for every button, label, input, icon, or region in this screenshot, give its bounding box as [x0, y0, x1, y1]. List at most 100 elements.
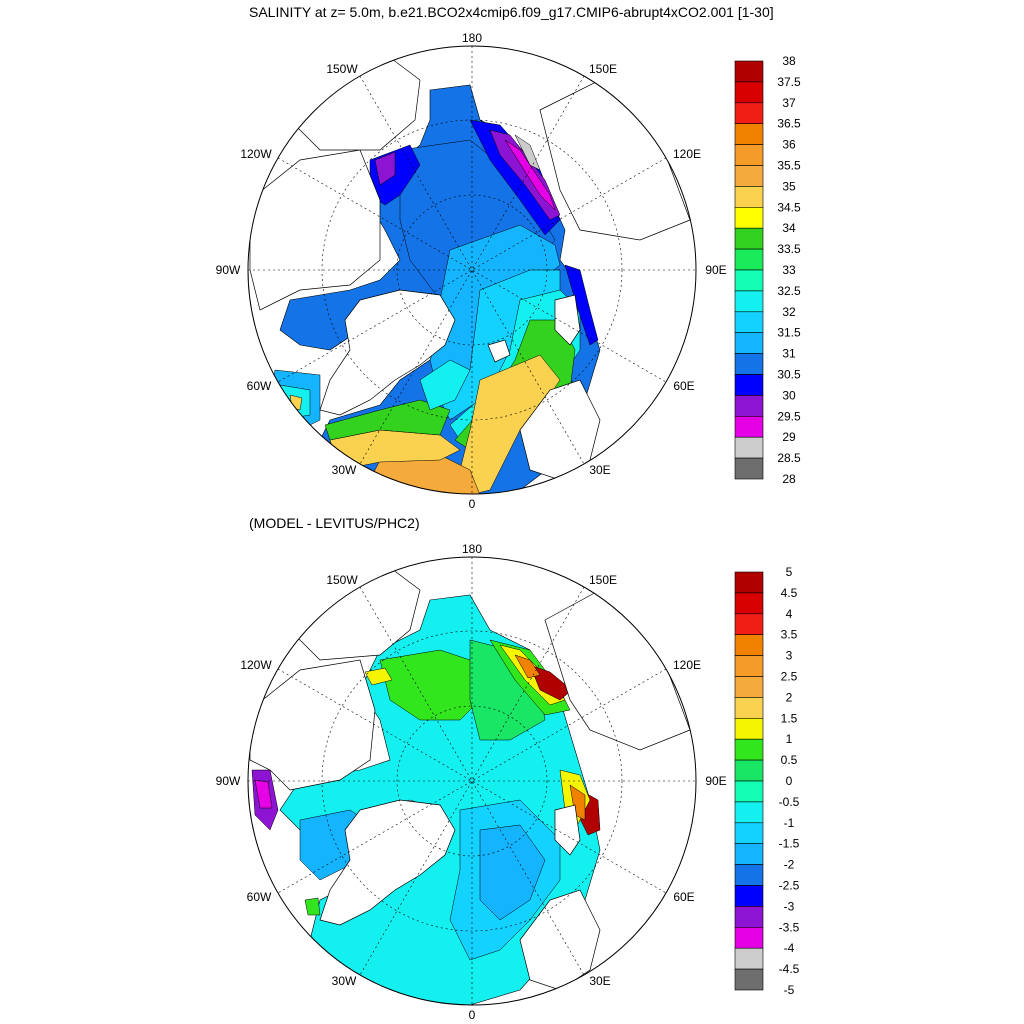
lon-label-60w-b: 60W	[247, 890, 272, 904]
colorbar-tick-label: 5	[786, 565, 793, 579]
colorbar-tick-label: -5	[784, 983, 795, 997]
lon-label-150e-b: 150E	[589, 573, 617, 587]
colorbar-tick-label: 38	[782, 54, 796, 68]
colorbar-tick-label: 36	[782, 138, 796, 152]
colorbar-tick-label: 35	[782, 179, 796, 193]
lon-label-0-b: 0	[469, 1008, 476, 1022]
colorbar-swatch	[734, 759, 764, 782]
lon-label-120w: 120W	[240, 147, 272, 161]
lon-label-30w-b: 30W	[332, 974, 357, 988]
canada-land-bottom	[249, 659, 376, 791]
laptev-28-5	[514, 134, 541, 171]
colorbar-tick-label: 29.5	[777, 409, 801, 423]
colorbar-tick-label: -4.5	[779, 962, 800, 976]
colorbar-tick-label: 28.5	[777, 451, 801, 465]
beaufort-29-5	[374, 151, 396, 186]
diff-orange-kara	[569, 784, 586, 821]
colorbar-tick-label: 31.5	[777, 326, 801, 340]
colorbar-tick-label: 0.5	[781, 753, 798, 767]
colorbar-tick-label: 34	[782, 221, 796, 235]
colorbar-tick-label: 3	[786, 649, 793, 663]
colorbar-swatch	[734, 395, 764, 417]
colorbar-swatch	[734, 697, 764, 719]
colorbar-swatch	[734, 655, 764, 677]
colorbar-tick-label: 0	[786, 774, 793, 788]
colorbar-tick-label: 3.5	[781, 628, 798, 642]
colorbar-swatch	[734, 290, 764, 313]
diff-positive-central	[379, 649, 481, 721]
colorbar-tick-label: 28	[782, 472, 796, 486]
colorbar-tick-label: 4	[786, 607, 793, 621]
colorbar-swatch	[734, 947, 764, 970]
colorbar-swatch	[734, 926, 764, 949]
colorbar-tick-label: 32.5	[777, 284, 801, 298]
map-boundary-bottom	[247, 556, 697, 1006]
colorbar-swatch	[734, 592, 764, 615]
colorbar-tick-label: 1	[786, 732, 793, 746]
colorbar-swatch	[734, 843, 764, 865]
colorbar-tick-label: -1	[784, 816, 795, 830]
colorbar-tick-label: 2	[786, 690, 793, 704]
colorbar-swatch	[734, 311, 764, 333]
diff-orange-laptev	[514, 654, 541, 679]
colorbar-tick-label: -3	[784, 899, 795, 913]
lon-label-90w: 90W	[216, 263, 241, 277]
colorbar-swatch	[734, 676, 764, 698]
colorbar-swatch	[734, 415, 764, 438]
colorbar-swatch	[734, 374, 764, 396]
lon-label-120w-b: 120W	[240, 658, 272, 672]
lon-label-90e-b: 90E	[705, 774, 726, 788]
colorbar-tick-label: 35.5	[777, 159, 801, 173]
diff-positive-green-sw	[304, 897, 321, 916]
colorbar-swatch	[734, 165, 764, 187]
colorbar-tick-label: 33.5	[777, 242, 801, 256]
colorbar-tick-label: -1.5	[779, 837, 800, 851]
colorbar-tick-label: 34.5	[777, 200, 801, 214]
colorbar-swatch	[734, 123, 764, 145]
laptev-29	[504, 139, 556, 211]
canada-land	[249, 149, 381, 311]
lon-label-90w-b: 90W	[216, 774, 241, 788]
diff-negative-deep	[479, 824, 546, 921]
colorbar-swatch	[734, 634, 764, 656]
colorbar-swatch	[734, 885, 764, 907]
salinity-map: 180 150W 150E 120W 120E 90W 90E 60W 60E …	[216, 31, 727, 511]
colorbar-swatch	[734, 186, 764, 208]
lon-label-120e-b: 120E	[673, 658, 701, 672]
difference-title: (MODEL - LEVITUS/PHC2)	[249, 515, 420, 531]
colorbar-tick-label: 29	[782, 430, 796, 444]
contour-32-5-sw	[419, 359, 471, 411]
colorbar-tick-label: 36.5	[777, 117, 801, 131]
lon-label-150e: 150E	[589, 62, 617, 76]
lon-label-120e: 120E	[673, 147, 701, 161]
diff-negative-magenta	[254, 779, 273, 809]
colorbar-tick-label: -4	[784, 941, 795, 955]
scandinavia-land	[519, 379, 601, 481]
main-title: SALINITY at z= 5.0m, b.e21.BCO2x4cmip6.f…	[249, 4, 774, 20]
lon-label-150w: 150W	[326, 62, 358, 76]
colorbar-swatch	[734, 613, 764, 635]
novaya-zemlya-land-bottom	[554, 804, 581, 856]
colorbar-swatch	[734, 822, 764, 844]
colorbar-tick-label: 30.5	[777, 368, 801, 382]
colorbar-tick-label: 37	[782, 96, 796, 110]
map-boundary	[247, 45, 697, 495]
lon-label-30e-b: 30E	[589, 974, 610, 988]
diff-max-laptev	[529, 664, 573, 701]
colorbar-swatch	[734, 571, 764, 594]
colorbar-swatch	[734, 144, 764, 166]
lon-label-0: 0	[469, 497, 476, 511]
lon-label-150w-b: 150W	[326, 573, 358, 587]
colorbar-tick-label: 2.5	[781, 670, 798, 684]
svalbard-land	[487, 339, 511, 363]
colorbar-swatch	[734, 332, 764, 354]
colorbar-swatch	[734, 968, 764, 991]
colorbar-swatch	[734, 717, 764, 740]
novaya-zemlya-land	[554, 294, 581, 346]
colorbar-swatch	[734, 457, 764, 480]
colorbar-swatch	[734, 801, 764, 824]
lon-label-180: 180	[462, 31, 482, 45]
colorbar-swatch	[734, 207, 764, 229]
lon-label-60w: 60W	[247, 379, 272, 393]
colorbar-swatch	[734, 269, 764, 292]
